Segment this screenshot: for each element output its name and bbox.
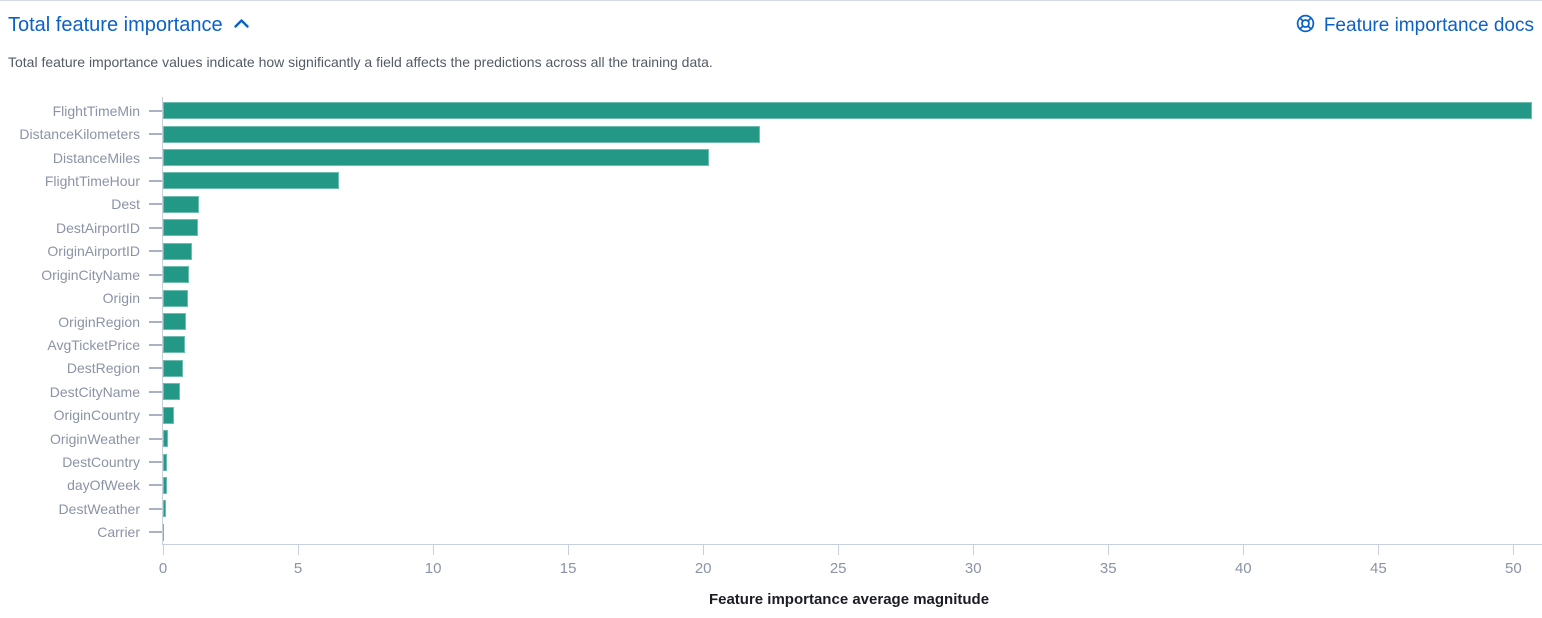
- y-axis-label: DestCountry: [62, 454, 140, 471]
- x-axis-tick-label: 30: [964, 560, 982, 577]
- x-axis-tick-label: 0: [158, 560, 168, 577]
- y-axis-tick: [149, 320, 162, 323]
- y-axis-label: Dest: [111, 196, 140, 213]
- y-axis-tick: [149, 109, 162, 112]
- y-axis-label: DistanceKilometers: [19, 126, 140, 143]
- y-axis-tick: [149, 179, 162, 182]
- x-axis-tick: [1378, 545, 1380, 555]
- y-axis-tick: [149, 343, 162, 346]
- x-axis-tick: [703, 545, 705, 555]
- bar-OriginAirportID[interactable]: [163, 242, 192, 260]
- x-axis-tick-label: 45: [1370, 560, 1387, 577]
- y-axis-label: AvgTicketPrice: [47, 336, 140, 353]
- y-axis-label: OriginRegion: [58, 313, 140, 330]
- x-axis-tick: [298, 545, 300, 555]
- bar-OriginCountry[interactable]: [163, 406, 174, 424]
- x-axis-tick-label: 15: [559, 560, 577, 577]
- docs-link-label: Feature importance docs: [1323, 15, 1534, 36]
- x-axis-tick-label: 5: [293, 560, 303, 577]
- x-axis-tick-label: 35: [1099, 560, 1117, 577]
- x-axis-tick: [568, 545, 570, 555]
- y-axis-tick: [149, 156, 162, 159]
- bar-DestRegion[interactable]: [163, 359, 183, 377]
- bar-Carrier[interactable]: [163, 523, 165, 541]
- chevron-up-icon: [233, 16, 250, 34]
- bar-OriginCityName[interactable]: [163, 266, 190, 284]
- y-axis-tick: [149, 297, 162, 300]
- y-axis-tick: [149, 133, 162, 136]
- feature-importance-docs-link[interactable]: Feature importance docs: [1295, 13, 1534, 39]
- bar-Dest[interactable]: [163, 195, 199, 213]
- bar-dayOfWeek[interactable]: [163, 476, 167, 494]
- x-axis-tick-label: 20: [694, 560, 712, 577]
- y-axis-tick: [149, 203, 162, 206]
- y-axis-label: FlightTimeMin: [52, 102, 140, 119]
- y-axis-line: [162, 97, 163, 544]
- x-axis-tick: [1513, 545, 1515, 555]
- x-axis-tick-label: 40: [1234, 560, 1252, 577]
- total-feature-importance-accordion-toggle[interactable]: Total feature importance: [8, 12, 250, 38]
- y-axis-tick: [149, 414, 162, 417]
- x-axis-tick-label: 50: [1505, 560, 1522, 577]
- y-axis-label: OriginAirportID: [47, 243, 140, 260]
- bar-DistanceKilometers[interactable]: [163, 125, 760, 143]
- y-axis-label: dayOfWeek: [67, 477, 140, 494]
- bar-FlightTimeMin[interactable]: [163, 102, 1533, 120]
- lifering-icon: [1295, 13, 1316, 39]
- y-axis-tick: [149, 390, 162, 393]
- x-axis-tick: [433, 545, 435, 555]
- x-axis-line: [162, 544, 1542, 545]
- bar-DestCountry[interactable]: [163, 453, 168, 471]
- y-axis-label: OriginWeather: [49, 430, 140, 447]
- x-axis-title: Feature importance average magnitude: [708, 591, 990, 608]
- y-axis-label: DestCityName: [49, 383, 140, 400]
- bar-AvgTicketPrice[interactable]: [163, 336, 185, 354]
- y-axis-tick: [149, 507, 162, 510]
- y-axis-label: FlightTimeHour: [44, 172, 140, 189]
- x-axis-tick: [973, 545, 975, 555]
- x-axis-tick: [838, 545, 840, 555]
- x-axis-tick: [1243, 545, 1245, 555]
- y-axis-label: DestAirportID: [55, 219, 140, 236]
- top-divider: [0, 0, 1542, 1]
- y-axis-tick: [149, 531, 162, 534]
- bar-OriginWeather[interactable]: [163, 430, 169, 448]
- bar-DestCityName[interactable]: [163, 383, 180, 401]
- x-axis-tick: [1108, 545, 1110, 555]
- x-axis-tick: [163, 545, 164, 555]
- y-axis-tick: [149, 273, 162, 276]
- bar-DistanceMiles[interactable]: [163, 149, 709, 167]
- y-axis-label: OriginCountry: [53, 407, 140, 424]
- y-axis-label: OriginCityName: [41, 266, 140, 283]
- panel-description: Total feature importance values indicate…: [8, 54, 713, 70]
- page-title: Total feature importance: [8, 14, 223, 36]
- x-axis-tick-label: 10: [424, 560, 442, 577]
- y-axis-label: DistanceMiles: [52, 149, 140, 166]
- y-axis-label: Origin: [102, 290, 140, 307]
- y-axis-label: DestWeather: [58, 500, 140, 517]
- y-axis-tick: [149, 484, 162, 487]
- x-axis-tick-label: 25: [829, 560, 847, 577]
- y-axis-label: DestRegion: [66, 360, 140, 377]
- y-axis-tick: [149, 226, 162, 229]
- y-axis-tick: [149, 437, 162, 440]
- bar-DestAirportID[interactable]: [163, 219, 199, 237]
- y-axis-label: Carrier: [97, 524, 140, 541]
- bar-FlightTimeHour[interactable]: [163, 172, 339, 190]
- y-axis-tick: [149, 250, 162, 253]
- y-axis-tick: [149, 461, 162, 464]
- bar-OriginRegion[interactable]: [163, 313, 187, 330]
- y-axis-tick: [149, 367, 162, 370]
- bar-Origin[interactable]: [163, 289, 188, 307]
- bar-DestWeather[interactable]: [163, 500, 166, 518]
